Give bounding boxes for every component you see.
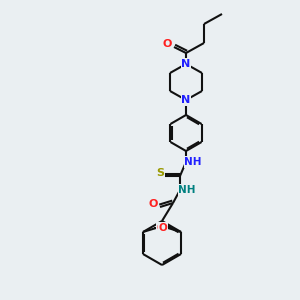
Text: S: S: [156, 168, 164, 178]
Text: O: O: [157, 223, 165, 233]
Text: N: N: [182, 59, 190, 69]
Text: N: N: [182, 95, 190, 105]
Text: O: O: [159, 223, 167, 233]
Text: O: O: [162, 39, 172, 49]
Text: NH: NH: [184, 157, 202, 167]
Text: NH: NH: [178, 185, 196, 195]
Text: O: O: [148, 199, 158, 209]
